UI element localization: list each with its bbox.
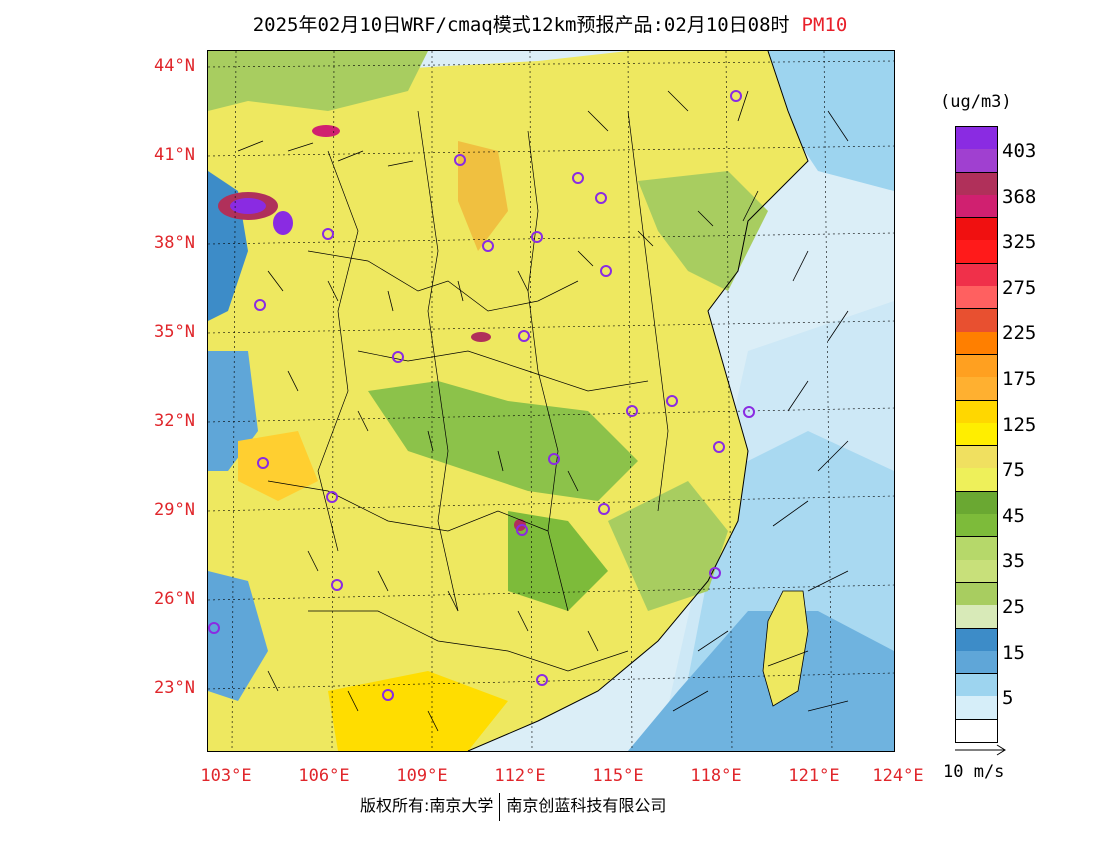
lon-label-115: 115°E [592,766,644,786]
lon-label-124: 124°E [872,766,924,786]
sea-dark-band [628,611,894,751]
legend-label: 368 [1002,185,1037,208]
legend-swatch [956,172,997,219]
lat-label-32: 32°N [154,411,195,431]
legend-label: 45 [1002,504,1025,527]
legend-label: 15 [1002,641,1025,664]
lat-label-35: 35°N [154,322,195,342]
province-borders [267,110,669,672]
lon-label-103: 103°E [200,766,252,786]
green-southeast [608,481,728,611]
legend-swatch [956,582,997,629]
northeast-sea [768,51,894,191]
green-north [208,51,428,111]
legend-unit: (ug/m3) [940,92,1012,112]
color-legend [955,126,998,743]
hotspot-core-west-2 [273,211,293,235]
orange-hotspot-south [328,671,508,751]
lat-label-38: 38°N [154,233,195,253]
legend-swatch [956,674,997,720]
map-canvas [208,51,894,751]
graticule [208,51,894,751]
pm10-forecast-map [207,50,895,752]
legend-swatch [956,491,997,538]
wind-reference-label: 10 m/s [943,762,1005,782]
hotspot-central [471,332,491,342]
lon-label-118: 118°E [690,766,742,786]
orange-hotspot-west [238,431,318,501]
copyright-separator [499,792,501,821]
lat-label-41: 41°N [154,145,195,165]
lon-label-112: 112°E [494,766,546,786]
copyright: 版权所有:南京大学 南京创蓝科技有限公司 [360,792,666,821]
legend-swatch [956,400,997,447]
legend-label: 225 [1002,322,1037,345]
coastline [467,51,809,751]
map-title: 2025年02月10日WRF/cmaq模式12km预报产品:02月10日08时 P… [0,10,1100,37]
wind-vectors [237,90,849,732]
legend-label: 25 [1002,596,1025,618]
orange-hotspot-north [458,141,508,251]
legend-swatch [956,446,997,492]
green-south [508,511,608,611]
copyright-owner: 版权所有:南京大学 [360,796,494,815]
city-markers [208,90,755,701]
hotspot-core-west [230,198,266,214]
legend-label: 75 [1002,459,1025,482]
legend-label: 35 [1002,550,1025,573]
title-main: 2025年02月10日WRF/cmaq模式12km预报产品:02月10日08时 [252,14,790,36]
legend-swatch [956,354,997,401]
lon-label-121: 121°E [788,766,840,786]
wind-reference-arrow [955,744,1006,756]
lat-label-26: 26°N [154,589,195,609]
green-northeast [638,171,768,291]
green-central [368,381,638,501]
legend-label: 325 [1002,231,1037,254]
legend-swatch-min [956,719,997,742]
lat-label-23: 23°N [154,678,195,698]
lat-label-29: 29°N [154,500,195,520]
legend-label: 125 [1002,413,1037,436]
lon-label-109: 109°E [396,766,448,786]
lat-label-44: 44°N [154,56,195,76]
lon-label-106: 106°E [298,766,350,786]
legend-swatch [956,309,997,355]
legend-swatch [956,263,997,310]
blue-west-3 [208,571,268,701]
legend-label: 175 [1002,368,1037,390]
legend-swatch [956,127,997,173]
legend-label: 5 [1002,687,1014,710]
copyright-company: 南京创蓝科技有限公司 [506,796,667,815]
taiwan-island [762,590,809,707]
legend-label: 403 [1002,140,1037,162]
legend-swatch [956,628,997,675]
pollutant-label: PM10 [801,14,848,36]
legend-swatch [956,537,997,583]
legend-label: 275 [1002,276,1037,299]
hotspot-north [312,125,340,137]
legend-swatch [956,218,997,264]
